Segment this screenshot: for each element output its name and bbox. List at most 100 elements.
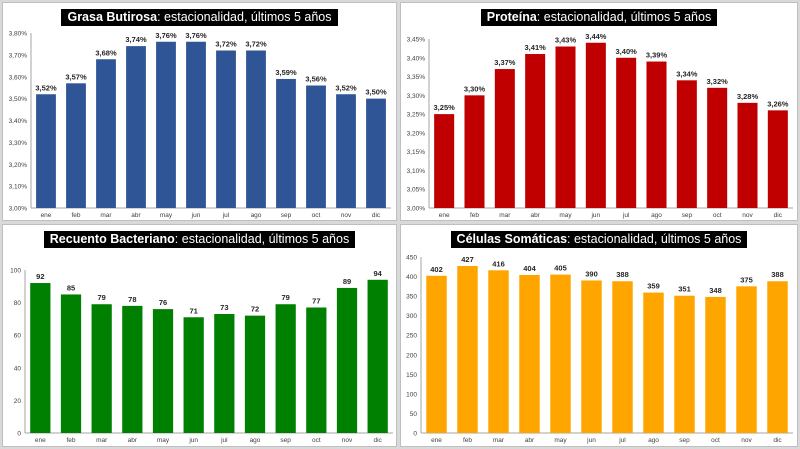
bar-sep — [676, 80, 697, 208]
data-label: 3,39% — [646, 51, 668, 60]
y-tick-label: 3,00% — [407, 206, 426, 213]
x-tick-label: ene — [41, 212, 52, 219]
data-label: 390 — [585, 269, 598, 278]
data-label: 3,57% — [65, 72, 87, 81]
chart-svg-proteina: 3,00% 3,05% 3,10% 3,15% 3,20% 3,25% 3,30% 3,35%… — [407, 32, 793, 219]
bar-nov — [336, 94, 356, 208]
x-tick-label: feb — [463, 437, 472, 444]
y-tick-label: 3,70% — [9, 52, 28, 59]
x-tick-label: nov — [742, 212, 753, 219]
x-tick-label: abr — [525, 437, 535, 444]
bar-ago — [643, 292, 664, 433]
data-label: 3,28% — [737, 92, 759, 101]
data-label: 72 — [251, 305, 259, 314]
y-tick-label: 3,30% — [9, 140, 28, 147]
data-label: 359 — [647, 282, 660, 291]
data-label: 388 — [771, 270, 784, 279]
bar-may — [156, 41, 176, 208]
bar-abr — [122, 305, 143, 433]
x-tick-label: sep — [281, 212, 292, 219]
x-tick-label: abr — [131, 212, 141, 219]
data-label: 3,76% — [185, 31, 207, 40]
x-tick-label: dic — [774, 212, 783, 219]
bar-ene — [36, 94, 56, 208]
x-tick-label: ago — [251, 212, 262, 219]
x-tick-label: ago — [648, 437, 659, 444]
bar-feb — [60, 294, 82, 433]
y-tick-label: 200 — [406, 352, 417, 359]
x-tick-label: mar — [499, 212, 511, 219]
data-label: 3,44% — [585, 32, 607, 41]
bar-jun — [581, 280, 602, 433]
bar-mar — [494, 69, 515, 209]
x-tick-label: sep — [682, 212, 693, 219]
x-tick-label: abr — [128, 437, 138, 444]
bar-nov — [736, 286, 757, 433]
bar-may — [555, 46, 576, 209]
x-tick-label: jul — [618, 437, 626, 444]
data-label: 89 — [343, 277, 351, 286]
x-tick-label: may — [559, 212, 572, 219]
bar-jul — [616, 57, 637, 209]
data-label: 92 — [36, 272, 44, 281]
x-tick-label: feb — [66, 437, 75, 444]
chart-title: Proteína: estacionalidad, últimos 5 años — [401, 8, 797, 26]
y-tick-label: 3,25% — [407, 112, 426, 119]
x-tick-label: ene — [439, 212, 450, 219]
x-tick-label: dic — [372, 212, 381, 219]
bar-dic — [767, 281, 788, 433]
data-label: 71 — [189, 306, 197, 315]
bar-abr — [525, 54, 546, 209]
chart-title: Células Somáticas: estacionalidad, últim… — [401, 230, 797, 248]
chart-title-rest: : estacionalidad, últimos 5 años — [174, 232, 350, 246]
data-label: 3,25% — [434, 103, 456, 112]
y-tick-label: 3,30% — [407, 93, 426, 100]
bar-dic — [767, 110, 788, 208]
y-tick-label: 350 — [406, 294, 417, 301]
y-tick-label: 100 — [10, 268, 21, 275]
bar-feb — [457, 265, 478, 433]
x-tick-label: mar — [96, 437, 108, 444]
x-tick-label: nov — [342, 437, 353, 444]
data-label: 3,34% — [676, 69, 698, 78]
bar-ene — [434, 114, 455, 208]
x-tick-label: mar — [100, 212, 112, 219]
x-tick-label: jul — [622, 212, 630, 219]
bar-ago — [646, 61, 667, 209]
chart-title: Grasa Butirosa: estacionalidad, últimos … — [3, 8, 396, 26]
y-tick-label: 3,00% — [9, 206, 28, 213]
y-tick-label: 0 — [17, 431, 21, 438]
chart-svg-recuento: 0 20 40 60 80 100 92 ene 85 feb 79 mar 78 abr 76 may 71 j… — [10, 268, 393, 444]
x-tick-label: jun — [188, 437, 198, 444]
data-label: 3,56% — [305, 75, 327, 84]
data-label: 3,72% — [245, 40, 267, 49]
data-label: 3,43% — [555, 36, 577, 45]
bar-oct — [306, 85, 326, 208]
y-tick-label: 400 — [406, 274, 417, 281]
data-label: 3,41% — [525, 43, 547, 52]
bar-ene — [30, 283, 51, 433]
x-tick-label: may — [554, 437, 567, 444]
x-tick-label: ago — [651, 212, 662, 219]
x-tick-label: feb — [470, 212, 479, 219]
y-tick-label: 100 — [406, 391, 417, 398]
chart-title-bold: Proteína — [486, 10, 537, 24]
y-tick-label: 3,20% — [407, 130, 426, 137]
x-tick-label: ago — [250, 437, 261, 444]
data-label: 3,52% — [335, 83, 357, 92]
data-label: 3,76% — [155, 31, 177, 40]
chart-svg-grasa: 3,00% 3,10% 3,20% 3,30% 3,40% 3,50% 3,60% 3,70%… — [9, 31, 391, 219]
bar-jul — [612, 281, 633, 433]
data-label: 79 — [281, 293, 289, 302]
y-tick-label: 3,10% — [407, 168, 426, 175]
bar-mar — [488, 270, 509, 433]
y-tick-label: 3,10% — [9, 184, 28, 191]
y-tick-label: 3,15% — [407, 149, 426, 156]
data-label: 3,52% — [35, 83, 57, 92]
data-label: 73 — [220, 303, 228, 312]
x-tick-label: nov — [341, 212, 352, 219]
bar-oct — [306, 307, 327, 433]
data-label: 3,59% — [275, 68, 297, 77]
y-tick-label: 40 — [14, 365, 22, 372]
x-tick-label: jun — [586, 437, 596, 444]
